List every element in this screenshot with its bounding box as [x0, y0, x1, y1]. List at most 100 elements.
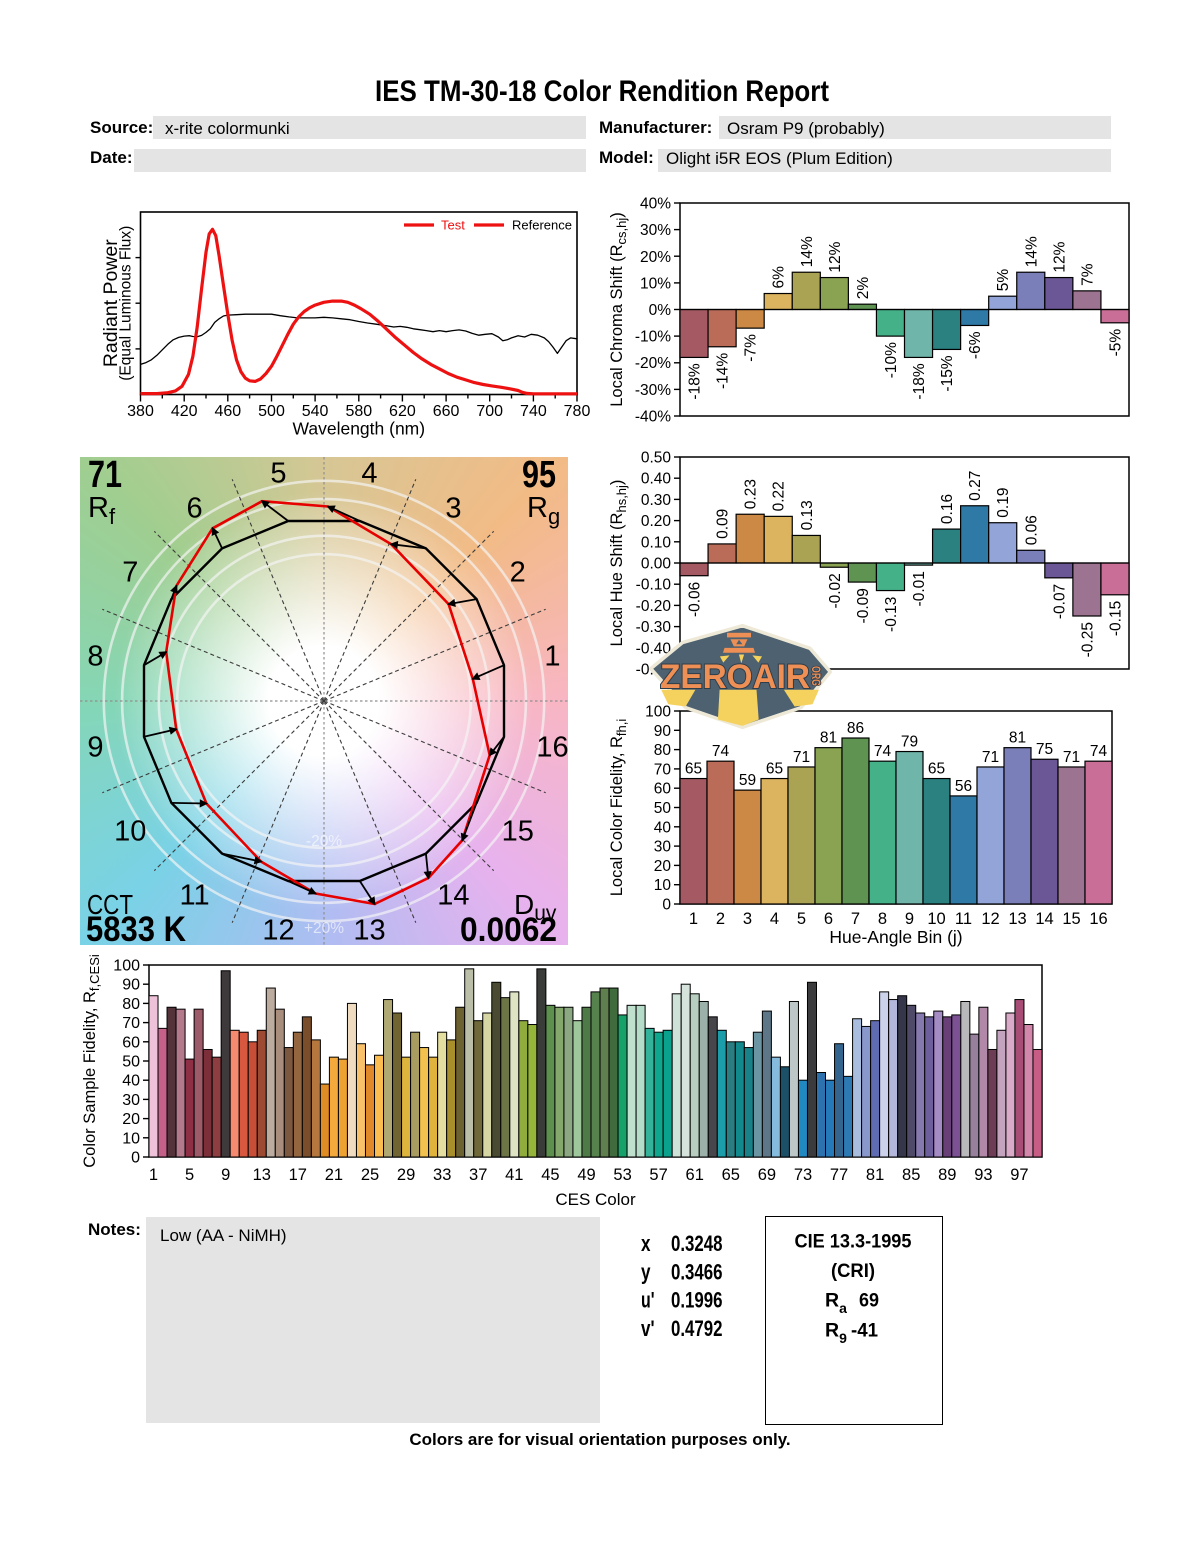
svg-text:0.06: 0.06: [1023, 515, 1040, 545]
svg-text:3: 3: [743, 910, 752, 928]
svg-text:ORG: ORG: [809, 666, 823, 686]
svg-text:14: 14: [437, 880, 469, 912]
svg-text:-6%: -6%: [967, 331, 984, 359]
svg-text:65: 65: [722, 1166, 740, 1184]
svg-text:7: 7: [851, 910, 860, 928]
svg-text:0.40: 0.40: [641, 471, 672, 488]
svg-text:-20%: -20%: [635, 355, 671, 372]
svg-text:0.4792: 0.4792: [671, 1316, 723, 1341]
svg-text:10: 10: [927, 910, 945, 928]
svg-text:CCT: CCT: [87, 889, 133, 920]
svg-text:-40%: -40%: [635, 409, 671, 426]
svg-text:71: 71: [982, 749, 999, 766]
svg-text:89: 89: [938, 1166, 956, 1184]
svg-text:500: 500: [258, 403, 285, 420]
svg-text:6: 6: [824, 910, 833, 928]
svg-text:2: 2: [716, 910, 725, 928]
svg-text:740: 740: [520, 403, 547, 420]
svg-text:-0.02: -0.02: [827, 573, 844, 608]
svg-text:0.3466: 0.3466: [671, 1260, 723, 1285]
svg-text:59: 59: [739, 772, 756, 789]
svg-text:0.19: 0.19: [995, 488, 1012, 518]
svg-text:0.09: 0.09: [715, 509, 732, 539]
svg-text:5: 5: [185, 1166, 194, 1184]
svg-text:0.13: 0.13: [799, 500, 816, 530]
svg-text:9: 9: [905, 910, 914, 928]
svg-text:Local Hue Shift (Rhs,hj): Local Hue Shift (Rhs,hj): [608, 480, 629, 647]
svg-text:IES TM-30-18 Color Rendition R: IES TM-30-18 Color Rendition Report: [375, 75, 829, 108]
svg-text:0: 0: [662, 897, 671, 914]
svg-text:20: 20: [122, 1111, 140, 1128]
svg-text:5: 5: [270, 458, 286, 490]
svg-text:-5%: -5%: [1108, 329, 1125, 357]
svg-text:-0.20: -0.20: [636, 598, 672, 615]
svg-text:40: 40: [654, 819, 672, 836]
svg-text:71: 71: [1063, 749, 1080, 766]
svg-text:+20%: +20%: [304, 920, 344, 937]
svg-text:71: 71: [88, 454, 122, 496]
svg-text:69: 69: [859, 1289, 879, 1311]
svg-text:80: 80: [122, 996, 140, 1013]
svg-text:70: 70: [654, 761, 672, 778]
svg-text:6: 6: [187, 492, 203, 524]
svg-text:37: 37: [469, 1166, 487, 1184]
svg-text:-0.13: -0.13: [883, 597, 900, 632]
svg-text:-18%: -18%: [911, 363, 928, 399]
svg-text:12: 12: [981, 910, 999, 928]
svg-text:x: x: [641, 1231, 651, 1256]
svg-text:90: 90: [654, 723, 672, 740]
svg-text:700: 700: [476, 403, 503, 420]
svg-text:2: 2: [510, 557, 526, 589]
svg-text:y: y: [641, 1260, 651, 1285]
svg-text:0: 0: [131, 1150, 140, 1167]
svg-text:17: 17: [289, 1166, 307, 1184]
svg-text:CES Color: CES Color: [555, 1190, 636, 1209]
svg-text:79: 79: [901, 734, 918, 751]
svg-text:0.3248: 0.3248: [671, 1231, 723, 1256]
svg-text:60: 60: [654, 781, 672, 798]
svg-text:80: 80: [654, 742, 672, 759]
svg-text:65: 65: [766, 761, 783, 778]
svg-text:16: 16: [536, 732, 568, 764]
svg-text:45: 45: [541, 1166, 559, 1184]
svg-text:61: 61: [686, 1166, 704, 1184]
svg-text:0.30: 0.30: [641, 492, 672, 509]
svg-text:86: 86: [847, 720, 864, 737]
svg-text:-10%: -10%: [635, 329, 671, 346]
svg-text:50: 50: [122, 1054, 140, 1071]
svg-text:620: 620: [389, 403, 416, 420]
svg-text:0.00: 0.00: [641, 556, 672, 573]
svg-text:2%: 2%: [855, 277, 872, 300]
svg-text:-7%: -7%: [743, 334, 760, 362]
svg-text:(CRI): (CRI): [831, 1260, 875, 1282]
svg-text:13: 13: [1008, 910, 1026, 928]
svg-text:1: 1: [149, 1166, 158, 1184]
svg-text:5: 5: [797, 910, 806, 928]
svg-text:20: 20: [654, 858, 672, 875]
svg-text:97: 97: [1010, 1166, 1028, 1184]
svg-text:81: 81: [1009, 730, 1026, 747]
svg-text:30: 30: [654, 839, 672, 856]
svg-text:75: 75: [1036, 741, 1053, 758]
svg-text:73: 73: [794, 1166, 812, 1184]
svg-text:0%: 0%: [649, 302, 672, 319]
svg-text:Radiant Power: Radiant Power: [100, 239, 122, 367]
svg-text:-0.40: -0.40: [636, 640, 672, 657]
svg-text:660: 660: [433, 403, 460, 420]
svg-text:0.1996: 0.1996: [671, 1288, 723, 1313]
svg-text:10%: 10%: [640, 275, 671, 292]
svg-text:7: 7: [122, 557, 138, 589]
svg-text:56: 56: [955, 778, 972, 795]
svg-text:40%: 40%: [640, 196, 671, 213]
svg-text:-0.15: -0.15: [1108, 601, 1125, 636]
svg-text:(Equal Luminous Flux): (Equal Luminous Flux): [118, 226, 135, 381]
svg-text:-20%: -20%: [306, 833, 342, 850]
svg-text:Reference: Reference: [512, 218, 572, 233]
svg-text:Color Sample Fidelity, Rf,CESi: Color Sample Fidelity, Rf,CESi: [81, 954, 102, 1168]
svg-text:65: 65: [928, 761, 945, 778]
svg-text:-14%: -14%: [715, 353, 732, 389]
svg-text:30%: 30%: [640, 222, 671, 239]
svg-text:Test: Test: [441, 218, 465, 233]
svg-text:12%: 12%: [1051, 241, 1068, 272]
svg-text:0.23: 0.23: [743, 479, 760, 509]
